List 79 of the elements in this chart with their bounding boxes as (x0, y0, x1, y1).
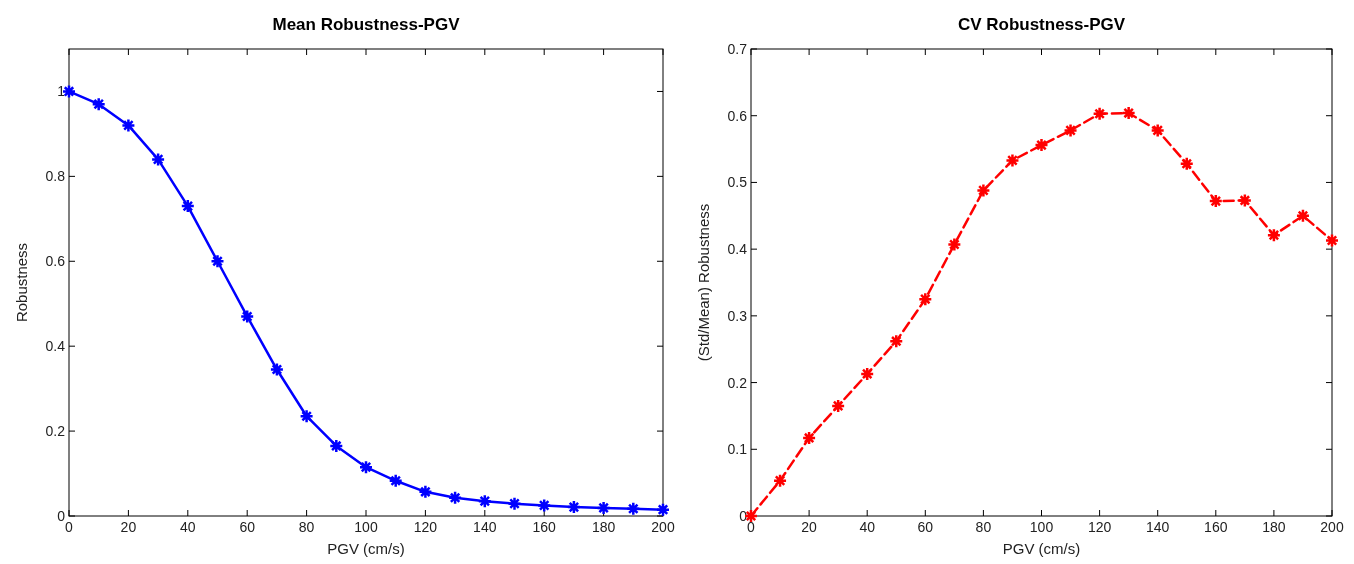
point (947, 237, 962, 252)
point (566, 499, 582, 515)
x-tick-label: 100 (354, 519, 378, 535)
point (596, 500, 611, 516)
x-tick-label: 20 (120, 519, 137, 535)
point (150, 152, 166, 167)
x-axis-title: PGV (cm/s) (327, 540, 405, 557)
y-tick-label: 0.6 (45, 253, 66, 270)
point (418, 484, 433, 500)
point (299, 408, 314, 424)
x-axis-title: PGV (cm/s) (1002, 540, 1081, 557)
point (388, 473, 403, 489)
point (830, 398, 846, 414)
y-tick-label: 0.3 (727, 307, 748, 324)
x-tick-label: 60 (239, 519, 256, 535)
y-tick-label: 0.4 (45, 338, 66, 355)
point (477, 493, 493, 509)
point (239, 309, 255, 324)
y-tick-label: 0.2 (45, 423, 66, 440)
point (1150, 123, 1165, 138)
y-tick-label: 0.5 (727, 174, 748, 191)
y-tick-label: 1 (57, 83, 66, 100)
point (655, 502, 671, 517)
y-tick-label: 0.2 (727, 374, 748, 391)
point (1266, 227, 1282, 243)
point (1208, 193, 1224, 209)
y-tick-label: 0.6 (727, 107, 748, 124)
y-tick-label: 0.1 (727, 441, 748, 458)
point (1005, 153, 1020, 168)
x-tick-label: 160 (1204, 519, 1228, 535)
point (976, 183, 991, 198)
x-tick-label: 40 (180, 519, 196, 535)
point (859, 366, 875, 382)
point (1179, 156, 1194, 171)
x-tick-label: 200 (1320, 519, 1344, 535)
point (1034, 137, 1049, 153)
point (1092, 106, 1107, 121)
point (918, 291, 933, 307)
x-tick-label: 40 (859, 519, 876, 535)
point (536, 498, 552, 513)
point (1324, 233, 1340, 248)
x-tick-label: 140 (1146, 519, 1170, 535)
chart-title: Mean Robustness-PGV (272, 15, 461, 34)
chart-title: CV Robustness-PGV (957, 15, 1126, 34)
y-tick-label: 0.7 (727, 41, 748, 57)
point (269, 362, 285, 377)
y-axis-title: (Std/Mean) Robustness (695, 203, 712, 362)
point (626, 501, 641, 517)
point (1121, 105, 1136, 121)
x-tick-label: 200 (651, 519, 675, 535)
x-tick-label: 140 (473, 519, 497, 535)
point (801, 430, 817, 446)
point (1295, 208, 1311, 224)
point (329, 438, 344, 454)
point (889, 333, 904, 349)
y-tick-label: 0.4 (727, 241, 748, 258)
x-tick-label: 100 (1029, 519, 1054, 535)
x-tick-label: 180 (591, 519, 616, 535)
point (210, 254, 225, 269)
y-axis-title: Robustness (13, 242, 30, 323)
point (358, 459, 374, 475)
point (180, 198, 196, 214)
point (447, 490, 463, 505)
x-tick-label: 120 (413, 519, 438, 535)
x-tick-label: 80 (975, 519, 992, 535)
x-tick-label: 180 (1262, 519, 1286, 535)
point (772, 473, 788, 488)
y-tick-label: 0.8 (45, 168, 66, 185)
x-tick-label: 160 (532, 519, 557, 535)
x-tick-label: 120 (1087, 519, 1112, 535)
x-tick-label: 20 (801, 519, 818, 535)
point (1237, 193, 1253, 208)
x-tick-label: 80 (298, 519, 315, 535)
point (91, 96, 106, 112)
point (121, 118, 136, 133)
x-tick-label: 60 (917, 519, 934, 535)
point (1063, 123, 1078, 138)
point (507, 496, 522, 511)
y-tick-label: 0 (57, 508, 66, 524)
